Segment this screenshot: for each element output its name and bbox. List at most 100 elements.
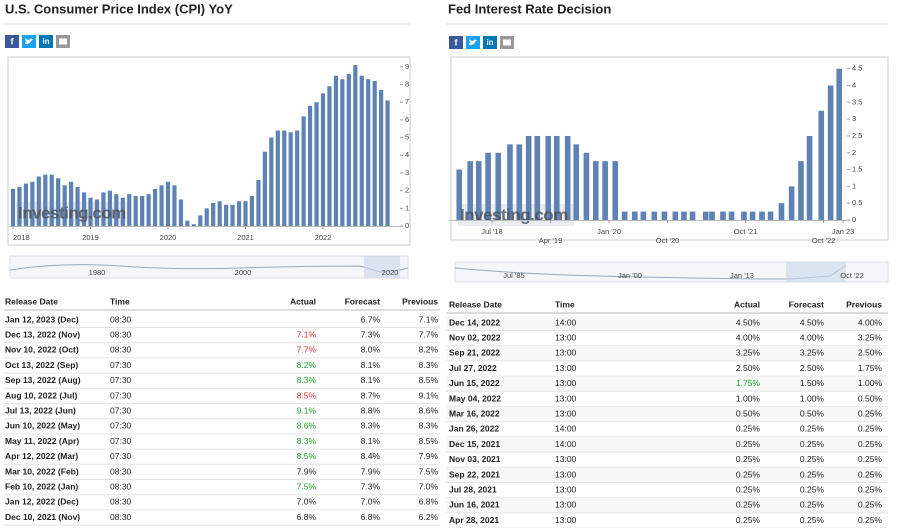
bar <box>30 181 35 226</box>
row-stripe <box>446 406 888 422</box>
y-tick-label: 2.5 <box>852 131 862 140</box>
envelope <box>59 38 67 45</box>
table-cell: Jan 12, 2022 (Dec) <box>5 497 79 507</box>
bar <box>62 185 67 226</box>
bar <box>806 135 813 220</box>
table-cell: 14:00 <box>555 424 577 434</box>
table-cell: 8.1% <box>361 436 381 446</box>
table-header: Forecast <box>789 299 825 309</box>
table-header: Previous <box>402 296 438 306</box>
navigator-label: Oct '22 <box>840 271 864 280</box>
table-cell: 8.1% <box>361 360 381 370</box>
facebook-icon[interactable] <box>5 35 19 48</box>
table-cell: 0.25% <box>800 439 825 449</box>
bar <box>385 100 390 226</box>
bar <box>788 186 795 220</box>
y-tick-label: 4 <box>405 150 409 159</box>
table-cell: 0.25% <box>800 515 825 525</box>
table-cell: May 11, 2022 (Apr) <box>5 436 79 446</box>
table-cell: 0.25% <box>800 500 825 510</box>
table-header: Time <box>110 296 130 306</box>
table-cell: 3.25% <box>800 348 825 358</box>
table-cell: 7.0% <box>419 481 439 491</box>
y-tick-label: 1 <box>405 203 409 212</box>
bar <box>749 211 756 220</box>
table-cell: Jan 26, 2022 <box>449 424 499 434</box>
table-cell: 07:30 <box>110 360 132 370</box>
bar <box>256 180 261 226</box>
bar <box>159 185 164 226</box>
table-cell: Dec 14, 2022 <box>449 317 500 327</box>
table-cell: 07:30 <box>110 390 132 400</box>
bar <box>602 161 608 220</box>
table-cell: May 04, 2022 <box>449 393 501 403</box>
table-cell: 7.7% <box>419 329 439 339</box>
table-cell: 0.50% <box>800 408 825 418</box>
linkedin-icon[interactable] <box>483 36 497 49</box>
row-stripe <box>446 437 888 453</box>
linkedin-letter: in <box>42 37 49 46</box>
bar <box>525 135 532 220</box>
table-cell: 6.2% <box>419 512 439 522</box>
bar <box>592 161 599 220</box>
bar <box>295 130 300 226</box>
y-tick-label: 0.5 <box>852 198 862 207</box>
x-tick-label: Oct '21 <box>734 227 758 236</box>
navigator-frame <box>9 255 409 279</box>
table-cell: 1.00% <box>800 393 825 403</box>
table-cell: Sep 13, 2022 (Aug) <box>5 375 81 385</box>
linkedin-icon[interactable] <box>39 35 53 48</box>
table-header: Previous <box>846 299 882 309</box>
bar <box>372 80 377 226</box>
y-tick-label: 2 <box>852 148 856 157</box>
table-cell: 0.25% <box>800 484 825 494</box>
table-cell: 08:30 <box>110 345 132 355</box>
navigator-window[interactable] <box>786 262 846 282</box>
bar <box>495 152 502 220</box>
table-cell: Jul 13, 2022 (Jun) <box>5 405 76 415</box>
bar <box>827 85 834 220</box>
table-cell: Dec 13, 2022 (Nov) <box>5 329 80 339</box>
bar <box>275 130 280 226</box>
y-tick-label: 3.5 <box>852 97 862 106</box>
x-tick-label: 2022 <box>315 233 332 242</box>
table-cell: 0.25% <box>736 500 761 510</box>
bar <box>379 89 384 227</box>
navigator-label: 2000 <box>235 268 252 277</box>
table-cell: Oct 13, 2022 (Sep) <box>5 360 78 370</box>
bar <box>640 211 647 220</box>
navigator-label: 1980 <box>89 268 106 277</box>
bar <box>120 197 125 226</box>
table-header: Release Date <box>449 299 502 309</box>
bar <box>185 220 190 226</box>
table-cell: 0.50% <box>736 408 761 418</box>
table-cell: 08:30 <box>110 466 132 476</box>
bar <box>133 195 138 226</box>
row-stripe <box>446 467 888 483</box>
bar <box>553 135 560 220</box>
navigator <box>454 261 889 283</box>
twitter-bird <box>469 39 477 46</box>
table-cell: 7.0% <box>361 497 381 507</box>
table-cell: 8.1% <box>361 375 381 385</box>
bar <box>230 204 235 226</box>
chart-title: U.S. Consumer Price Index (CPI) YoY <box>5 1 233 16</box>
table-cell: 0.25% <box>736 439 761 449</box>
navigator-window[interactable] <box>364 256 400 278</box>
facebook-icon[interactable] <box>449 36 463 49</box>
table-cell: Jul 27, 2022 <box>449 363 497 373</box>
table-cell: 07:30 <box>110 436 132 446</box>
table-cell: 13:00 <box>555 363 577 373</box>
bar <box>475 161 482 220</box>
facebook-letter: f <box>11 36 15 46</box>
bar <box>672 211 679 220</box>
bar <box>262 151 267 226</box>
bar <box>573 144 580 220</box>
table-cell: 8.2% <box>297 360 317 370</box>
bar <box>94 199 100 226</box>
y-tick-label: 0 <box>852 215 856 224</box>
bar <box>327 86 332 226</box>
table-cell: Feb 10, 2022 (Jan) <box>5 481 78 491</box>
table-cell: 3.25% <box>736 348 761 358</box>
bar <box>314 102 319 226</box>
